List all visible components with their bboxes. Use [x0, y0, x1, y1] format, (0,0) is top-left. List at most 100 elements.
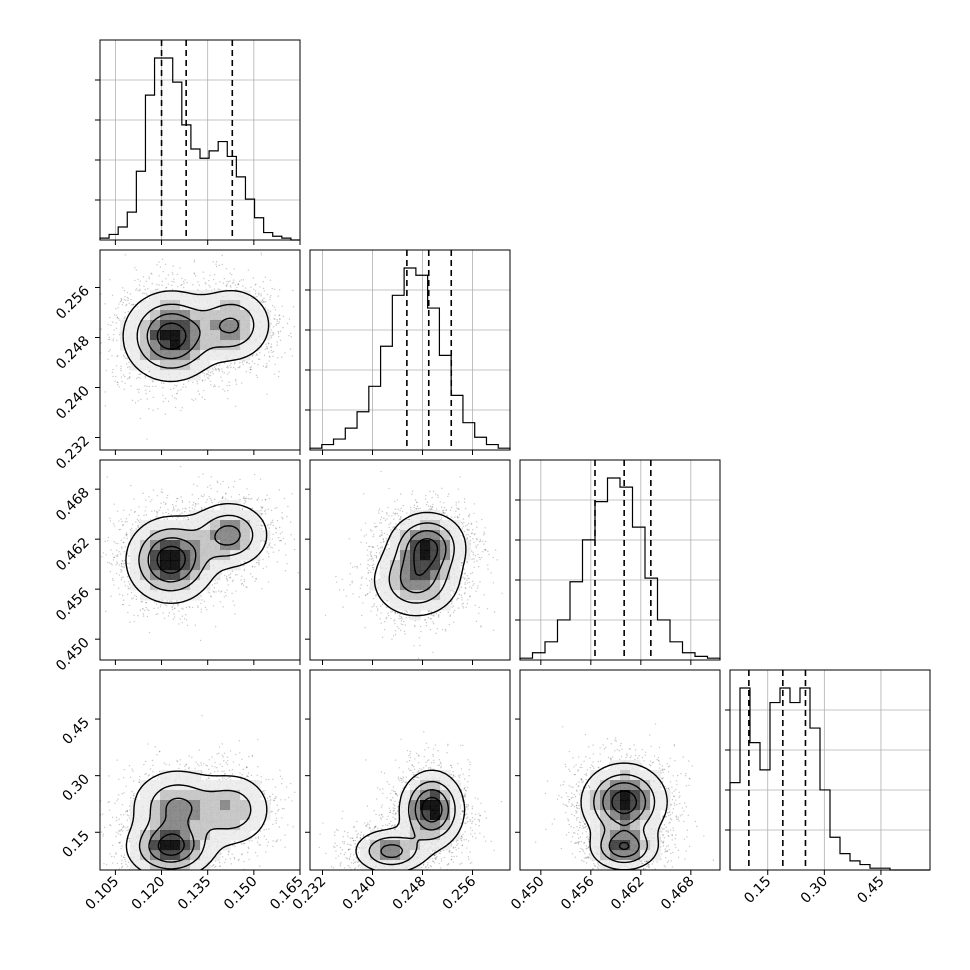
scatter-point	[137, 524, 139, 527]
scatter-point	[188, 507, 191, 509]
scatter-point	[229, 576, 232, 579]
scatter-point	[222, 606, 224, 608]
scatter-point	[217, 288, 219, 290]
scatter-point	[160, 382, 163, 384]
scatter-point	[161, 258, 164, 261]
scatter-point	[121, 547, 123, 549]
scatter-point	[175, 505, 177, 507]
scatter-point	[158, 284, 161, 286]
scatter-point	[225, 594, 227, 597]
scatter-point	[173, 616, 176, 618]
scatter-point	[148, 385, 151, 388]
scatter-point	[175, 393, 178, 395]
density-cell	[180, 310, 191, 321]
scatter-point	[128, 302, 130, 305]
scatter-point	[174, 384, 176, 387]
scatter-point	[105, 610, 107, 613]
scatter-point	[278, 370, 280, 373]
scatter-point	[276, 356, 279, 359]
scatter-point	[123, 566, 125, 568]
scatter-point	[250, 497, 253, 500]
scatter-point	[297, 572, 299, 574]
scatter-point	[253, 288, 255, 290]
scatter-point	[115, 322, 117, 324]
density-cell	[170, 370, 181, 381]
scatter-point	[200, 595, 202, 597]
scatter-point	[225, 285, 228, 287]
scatter-point	[90, 310, 91, 311]
scatter-point	[278, 539, 281, 542]
scatter-point	[258, 292, 260, 294]
scatter-point	[194, 398, 197, 400]
scatter-point	[254, 580, 256, 582]
scatter-point	[126, 552, 129, 555]
scatter-point	[107, 540, 109, 542]
scatter-point	[205, 373, 208, 376]
scatter-point	[175, 500, 178, 503]
scatter-point	[260, 509, 262, 512]
scatter-point	[250, 366, 253, 368]
scatter-point	[221, 380, 224, 382]
scatter-point	[273, 306, 276, 308]
scatter-point	[234, 284, 237, 286]
scatter-point	[178, 509, 180, 511]
scatter-point	[268, 360, 270, 362]
scatter-point	[243, 502, 245, 504]
density-cell	[260, 310, 271, 321]
scatter-point	[216, 582, 218, 584]
scatter-point	[211, 584, 214, 586]
density-cell	[180, 300, 191, 311]
scatter-point	[216, 364, 218, 366]
scatter-point	[230, 273, 233, 276]
scatter-point	[124, 352, 126, 354]
density-cell	[180, 320, 191, 331]
scatter-point	[126, 366, 129, 369]
scatter-point	[206, 376, 209, 379]
scatter-point	[123, 298, 125, 301]
scatter-point	[266, 364, 268, 367]
scatter-point	[124, 254, 126, 256]
scatter-point	[133, 620, 136, 623]
scatter-point	[212, 261, 215, 263]
scatter-point	[213, 591, 215, 593]
density-cell	[140, 350, 151, 361]
scatter-point	[213, 273, 216, 276]
scatter-point	[162, 386, 164, 389]
scatter-point	[261, 301, 264, 304]
scatter-point	[145, 514, 148, 516]
scatter-point	[264, 276, 267, 278]
scatter-point	[259, 478, 262, 480]
scatter-point	[221, 368, 223, 370]
scatter-point	[194, 624, 197, 626]
scatter-point	[215, 260, 218, 263]
density-cell	[150, 320, 161, 331]
scatter-point	[94, 312, 95, 313]
scatter-point	[89, 589, 90, 590]
scatter-point	[234, 480, 236, 483]
scatter-point	[124, 521, 127, 523]
scatter-point	[104, 303, 106, 305]
scatter-point	[116, 356, 118, 358]
scatter-point	[225, 267, 228, 270]
scatter-point	[256, 499, 258, 501]
scatter-point	[221, 254, 223, 257]
scatter-point	[113, 541, 115, 543]
scatter-point	[213, 288, 216, 290]
scatter-point	[138, 284, 141, 286]
scatter-point	[98, 578, 99, 579]
contour-line	[122, 290, 270, 383]
scatter-point	[165, 605, 168, 607]
scatter-point	[188, 518, 190, 521]
scatter-point	[250, 286, 252, 288]
scatter-point	[151, 499, 153, 501]
density-cell	[130, 310, 141, 321]
scatter-point	[130, 509, 132, 511]
scatter-point	[124, 311, 126, 314]
density-cell	[190, 360, 201, 371]
scatter-point	[251, 360, 254, 362]
density-cell	[250, 320, 261, 331]
scatter-point	[122, 354, 125, 356]
scatter-point	[226, 384, 228, 387]
scatter-point	[266, 393, 268, 396]
scatter-point	[128, 514, 131, 516]
